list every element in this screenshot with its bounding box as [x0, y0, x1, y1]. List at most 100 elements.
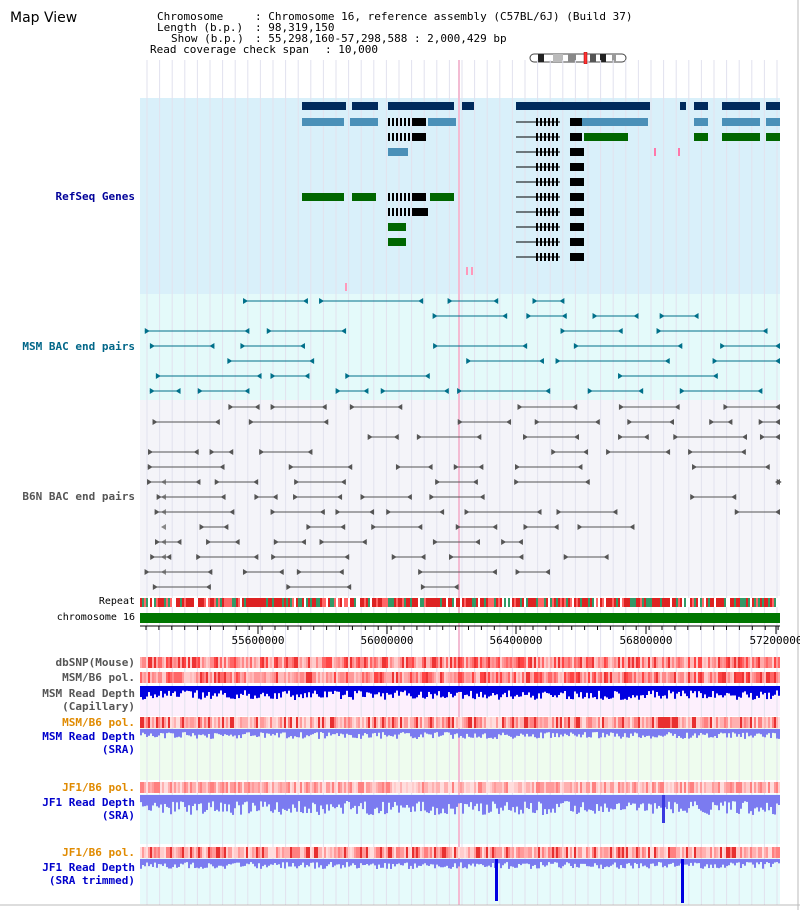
- dbsnp-cell: [702, 657, 704, 668]
- track-label-msm-b6-pol[interactable]: MSM/B6 pol.: [62, 671, 135, 684]
- chromosome-ideogram[interactable]: [528, 52, 630, 64]
- msm-capillary-depth-bar: [184, 686, 186, 692]
- jf1-b6-pol2-cell: [650, 847, 652, 858]
- jf1-b6-pol2-cell: [166, 847, 168, 858]
- msm-b6-pol-cell: [682, 672, 684, 683]
- track-label-dbsnp[interactable]: dbSNP(Mouse): [55, 656, 135, 669]
- repeat-element: [472, 598, 474, 607]
- msm-capillary-depth-bar: [446, 686, 448, 698]
- gene-exon: [388, 208, 390, 216]
- jf1-b6-pol-cell: [720, 782, 722, 793]
- msm-sra-depth-bar: [676, 729, 678, 738]
- msm-b6-pol-cell: [700, 672, 702, 683]
- track-label-jf1-b6-pol[interactable]: JF1/B6 pol.: [62, 781, 135, 794]
- track-label-jf1-depth-trimmed[interactable]: JF1 Read Depth: [42, 861, 135, 874]
- msm-b6-pol2-cell: [468, 717, 470, 728]
- jf1-b6-pol2-cell: [236, 847, 238, 858]
- dbsnp-cell: [598, 657, 600, 668]
- msm-b6-pol2-cell: [742, 717, 744, 728]
- msm-sra-depth-bar: [514, 729, 516, 738]
- msm-b6-pol-cell: [360, 672, 362, 683]
- jf1-sra-depth-bar: [354, 795, 356, 806]
- dbsnp-cell: [596, 657, 598, 668]
- track-label-msm-bac[interactable]: MSM BAC end pairs: [22, 340, 135, 353]
- dbsnp-cell: [606, 657, 608, 668]
- repeat-element: [496, 598, 498, 607]
- length-key: Length (b.p.): [157, 21, 244, 34]
- msm-sra-depth-bar: [654, 729, 656, 738]
- coverage-span-value: : 10,000: [325, 43, 378, 56]
- track-label-msm-depth-sra[interactable]: MSM Read Depth: [42, 730, 135, 743]
- jf1-trimmed-depth-bar: [516, 859, 518, 868]
- track-label-b6n-bac[interactable]: B6N BAC end pairs: [22, 490, 135, 503]
- msm-capillary-depth-bar: [346, 686, 348, 691]
- msm-sra-depth-bar: [618, 729, 620, 737]
- track-label-msm-depth-capillary[interactable]: MSM Read Depth: [42, 687, 135, 700]
- gene-black: [570, 208, 584, 216]
- msm-capillary-depth-bar: [326, 686, 328, 698]
- jf1-sra-depth-bar: [728, 795, 730, 803]
- msm-b6-pol-cell: [574, 672, 576, 683]
- jf1-b6-pol-cell: [288, 782, 290, 793]
- jf1-b6-pol2-cell: [410, 847, 412, 858]
- msm-sra-depth-bar: [506, 729, 508, 735]
- jf1-sra-depth-bar: [150, 795, 152, 811]
- jf1-b6-pol-cell: [202, 782, 204, 793]
- jf1-sra-depth-bar: [642, 795, 644, 804]
- track-label-refseq-genes[interactable]: RefSeq Genes: [55, 190, 135, 203]
- msm-sra-depth-bar: [728, 729, 730, 734]
- jf1-trimmed-depth-bar: [226, 859, 228, 866]
- msm-capillary-depth-bar: [538, 686, 540, 694]
- jf1-sra-depth-bar: [268, 795, 270, 805]
- jf1-sra-depth-bar: [496, 795, 498, 809]
- jf1-trimmed-depth-bar: [438, 859, 440, 867]
- track-label-msm-b6-pol-2[interactable]: MSM/B6 pol.: [62, 716, 135, 729]
- jf1-sra-depth-bar: [276, 795, 278, 803]
- jf1-b6-pol2-cell: [204, 847, 206, 858]
- msm-capillary-depth-bar: [492, 686, 494, 693]
- msm-b6-pol-cell: [350, 672, 352, 683]
- jf1-sra-depth-bar: [446, 795, 448, 814]
- msm-capillary-depth-bar: [706, 686, 708, 699]
- repeat-element: [418, 598, 420, 607]
- msm-b6-pol-cell: [368, 672, 370, 683]
- jf1-b6-pol-cell: [172, 782, 174, 793]
- msm-b6-pol-cell: [730, 672, 732, 683]
- jf1-b6-pol2-cell: [318, 847, 320, 858]
- dbsnp-cell: [242, 657, 244, 668]
- jf1-b6-pol2-cell: [672, 847, 674, 858]
- msm-b6-pol2-cell: [292, 717, 294, 728]
- msm-b6-pol2-cell: [144, 717, 146, 728]
- msm-sra-depth-bar: [754, 729, 756, 736]
- jf1-sra-depth-bar: [672, 795, 674, 814]
- jf1-sra-depth-bar: [210, 795, 212, 808]
- repeat-element: [146, 598, 148, 607]
- repeat-element: [232, 598, 234, 607]
- repeat-element: [616, 598, 618, 607]
- dbsnp-cell: [678, 657, 680, 668]
- track-label-repeat[interactable]: Repeat: [98, 596, 135, 607]
- msm-b6-pol2-cell: [210, 717, 212, 728]
- msm-b6-pol-cell: [556, 672, 558, 683]
- show-key: Show (b.p.): [171, 32, 244, 45]
- msm-b6-pol-cell: [770, 672, 772, 683]
- jf1-sra-depth-bar: [296, 795, 298, 812]
- gene-exon: [552, 148, 554, 156]
- b6n-bac-pair-end: [300, 539, 306, 545]
- b6n-bac-pair-end: [220, 494, 226, 500]
- jf1-b6-pol2-cell: [546, 847, 548, 858]
- gene-exon: [556, 238, 558, 246]
- msm-b6-pol-cell: [634, 672, 636, 683]
- msm-capillary-depth-bar: [362, 686, 364, 697]
- jf1-trimmed-depth-bar: [454, 859, 456, 864]
- track-label-jf1-b6-pol-2[interactable]: JF1/B6 pol.: [62, 846, 135, 859]
- jf1-b6-pol-cell: [716, 782, 718, 793]
- jf1-sra-depth-bar: [724, 795, 726, 802]
- jf1-trimmed-depth-bar: [612, 859, 614, 865]
- jf1-b6-pol2-cell: [460, 847, 462, 858]
- msm-sra-depth-bar: [252, 729, 254, 736]
- msm-capillary-depth-bar: [254, 686, 256, 696]
- track-label-jf1-depth-sra[interactable]: JF1 Read Depth: [42, 796, 135, 809]
- gene-exon: [548, 223, 550, 231]
